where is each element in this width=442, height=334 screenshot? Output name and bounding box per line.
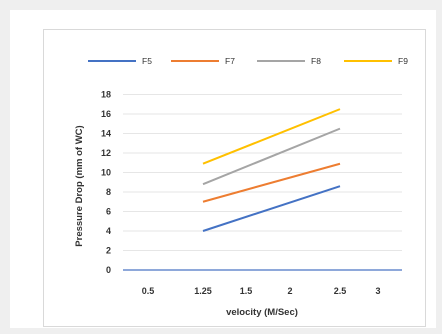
y-axis-title: Pressure Drop (mm of WC) — [74, 125, 85, 246]
y-tick-label: 18 — [101, 90, 111, 100]
y-tick-label: 0 — [106, 265, 111, 275]
y-tick-label: 12 — [101, 148, 111, 158]
series-line-f5 — [202, 185, 341, 232]
series-lines — [202, 108, 341, 232]
x-tick-label: 2 — [287, 286, 292, 296]
y-tick-label: 6 — [106, 207, 111, 217]
x-tick-label: 1.25 — [194, 286, 212, 296]
legend-label-f7: F7 — [225, 56, 235, 66]
y-tick-label: 10 — [101, 168, 111, 178]
x-tick-label: 3 — [375, 286, 380, 296]
series-line-f8 — [202, 127, 341, 186]
y-tick-label: 8 — [106, 187, 111, 197]
y-axis-ticks: 0 2 4 6 8 10 12 14 16 18 — [101, 90, 111, 276]
y-tick-label: 16 — [101, 109, 111, 119]
grid-lines — [123, 94, 402, 271]
legend: F5 F7 F8 F9 — [88, 56, 408, 66]
legend-label-f5: F5 — [142, 56, 152, 66]
series-line-f9 — [202, 108, 341, 165]
chart-frame — [43, 29, 426, 327]
y-tick-label: 4 — [106, 226, 111, 236]
legend-label-f9: F9 — [398, 56, 408, 66]
series-line-f7 — [202, 162, 341, 203]
x-tick-label: 0.5 — [142, 286, 155, 296]
y-tick-label: 14 — [101, 129, 111, 139]
x-tick-label: 1.5 — [240, 286, 253, 296]
x-axis-title: velocity (M/Sec) — [226, 307, 298, 318]
y-tick-label: 2 — [106, 246, 111, 256]
legend-label-f8: F8 — [311, 56, 321, 66]
x-tick-label: 2.5 — [334, 286, 347, 296]
x-axis-ticks: 0.5 1.25 1.5 2 2.5 3 — [142, 286, 381, 296]
